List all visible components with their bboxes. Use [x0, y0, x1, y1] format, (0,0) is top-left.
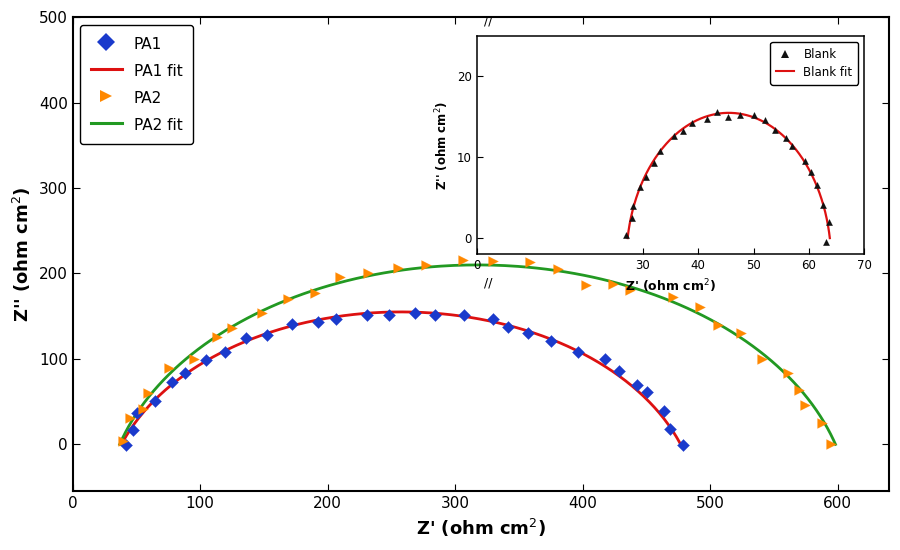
Point	[657, 406, 671, 415]
Point	[792, 386, 806, 395]
Point	[281, 295, 295, 304]
Point	[663, 425, 678, 433]
Point	[501, 322, 516, 331]
Point	[199, 356, 213, 365]
Point	[255, 309, 269, 317]
Point	[148, 397, 163, 405]
Legend: PA1, PA1 fit, PA2, PA2 fit: PA1, PA1 fit, PA2, PA2 fit	[80, 25, 194, 144]
Point	[328, 315, 343, 323]
Point	[210, 333, 224, 342]
Point	[310, 317, 325, 326]
Point	[308, 288, 322, 297]
Point	[630, 381, 644, 389]
X-axis label: Z' (ohm cm$^2$): Z' (ohm cm$^2$)	[416, 517, 545, 539]
Point	[187, 355, 202, 364]
Point	[225, 324, 239, 333]
Point	[486, 257, 500, 266]
Point	[456, 311, 471, 320]
Point	[359, 311, 374, 320]
Point	[693, 302, 707, 311]
Point	[780, 368, 795, 377]
Point	[332, 272, 347, 281]
Point	[162, 364, 176, 373]
Point	[606, 279, 620, 288]
Point	[136, 405, 150, 414]
Point	[579, 280, 593, 289]
Point	[382, 310, 396, 319]
Point	[675, 441, 689, 450]
Point	[177, 368, 192, 377]
Point	[165, 377, 179, 386]
Y-axis label: Z'' (ohm cm$^2$): Z'' (ohm cm$^2$)	[11, 186, 33, 322]
Point	[260, 331, 274, 340]
Point	[126, 426, 140, 434]
Point	[485, 315, 500, 323]
Point	[391, 264, 405, 273]
Point	[544, 336, 558, 345]
Point	[123, 413, 138, 422]
Point	[598, 355, 612, 364]
Point	[824, 439, 839, 448]
Point	[755, 354, 770, 363]
Point	[361, 269, 375, 278]
Point	[521, 329, 535, 338]
Point	[640, 388, 654, 397]
Point	[456, 256, 471, 265]
Point	[218, 348, 232, 356]
Point	[116, 437, 130, 446]
Point	[734, 329, 749, 338]
Point	[140, 389, 155, 398]
Point	[551, 264, 565, 273]
Point	[711, 321, 725, 329]
Point	[798, 401, 813, 410]
Point	[666, 293, 680, 302]
Point	[815, 419, 830, 427]
Point	[408, 309, 422, 317]
Point	[611, 366, 625, 375]
Point	[623, 286, 637, 295]
Point	[523, 258, 537, 267]
Point	[284, 320, 299, 329]
Point	[130, 409, 145, 417]
Point	[419, 261, 434, 270]
Point	[428, 310, 442, 319]
Point	[119, 441, 133, 449]
Point	[238, 333, 253, 342]
Point	[571, 348, 585, 357]
